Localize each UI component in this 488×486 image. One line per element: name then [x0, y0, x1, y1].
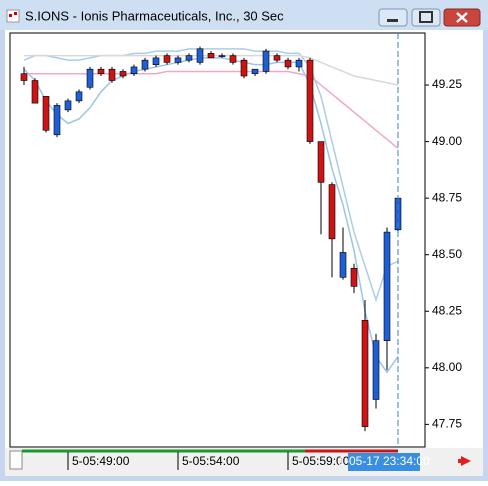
x-tick-label: 5-05:54:00: [182, 454, 240, 468]
moving-average: [24, 70, 399, 149]
candle-body: [174, 57, 182, 63]
candle-body: [108, 68, 116, 81]
x-tick-label: 5-05:59:00: [292, 454, 350, 468]
candle-body: [119, 71, 127, 77]
moving-average: [23, 48, 399, 303]
candle-body: [196, 48, 204, 63]
candle-body: [207, 53, 215, 59]
candle-body: [240, 59, 248, 77]
scroll-arrow[interactable]: [458, 456, 471, 466]
candle-body: [339, 252, 347, 278]
maximize-icon: [419, 11, 433, 23]
candle-body: [75, 91, 83, 102]
y-tick-label: 48.75: [432, 190, 462, 204]
candle-body: [20, 73, 28, 81]
candle-body: [350, 267, 358, 287]
candle-body: [383, 231, 391, 341]
candle-body: [251, 68, 259, 75]
candle-body: [295, 59, 303, 68]
candle-body: [361, 320, 369, 427]
candle-body: [31, 80, 39, 104]
candle-body: [218, 55, 226, 57]
candle-body: [130, 66, 138, 75]
window-title: S.IONS - Ionis Pharmaceuticals, Inc., 30…: [25, 8, 284, 23]
y-tick-label: 48.50: [432, 247, 462, 261]
candle-body: [317, 141, 325, 183]
y-tick-label: 48.25: [432, 303, 462, 317]
y-tick-label: 49.25: [432, 77, 462, 91]
cursor-label-box: [348, 453, 420, 471]
app-icon: [6, 9, 20, 23]
candle-body: [306, 59, 314, 142]
candle-body: [185, 55, 193, 61]
candle-body: [328, 184, 336, 240]
candle-body: [284, 59, 292, 68]
candle-body: [152, 57, 160, 65]
close-icon: [456, 12, 468, 23]
candle-body: [229, 55, 237, 63]
x-tick-label: 5-05:49:00: [72, 454, 130, 468]
candle-body: [86, 68, 94, 88]
candle-body: [372, 340, 380, 400]
scroll-thumb[interactable]: [9, 450, 23, 470]
candle-body: [53, 105, 61, 136]
candle-body: [64, 100, 72, 111]
minimize-icon: [387, 19, 398, 22]
y-tick-label: 49.00: [432, 134, 462, 148]
y-tick-label: 48.00: [432, 360, 462, 374]
app-icon-dot: [9, 14, 12, 17]
cursor-label: 1-05-17 23:34:00: [338, 454, 430, 468]
app-icon-dot: [14, 12, 17, 15]
candle-body: [163, 55, 171, 63]
candle-body: [141, 59, 149, 70]
candle-body: [262, 50, 270, 72]
candle-body: [273, 55, 281, 61]
candle-body: [97, 68, 105, 75]
minimize-button[interactable]: [378, 8, 408, 27]
candle-body: [42, 96, 50, 131]
y-tick-label: 47.75: [432, 417, 462, 431]
